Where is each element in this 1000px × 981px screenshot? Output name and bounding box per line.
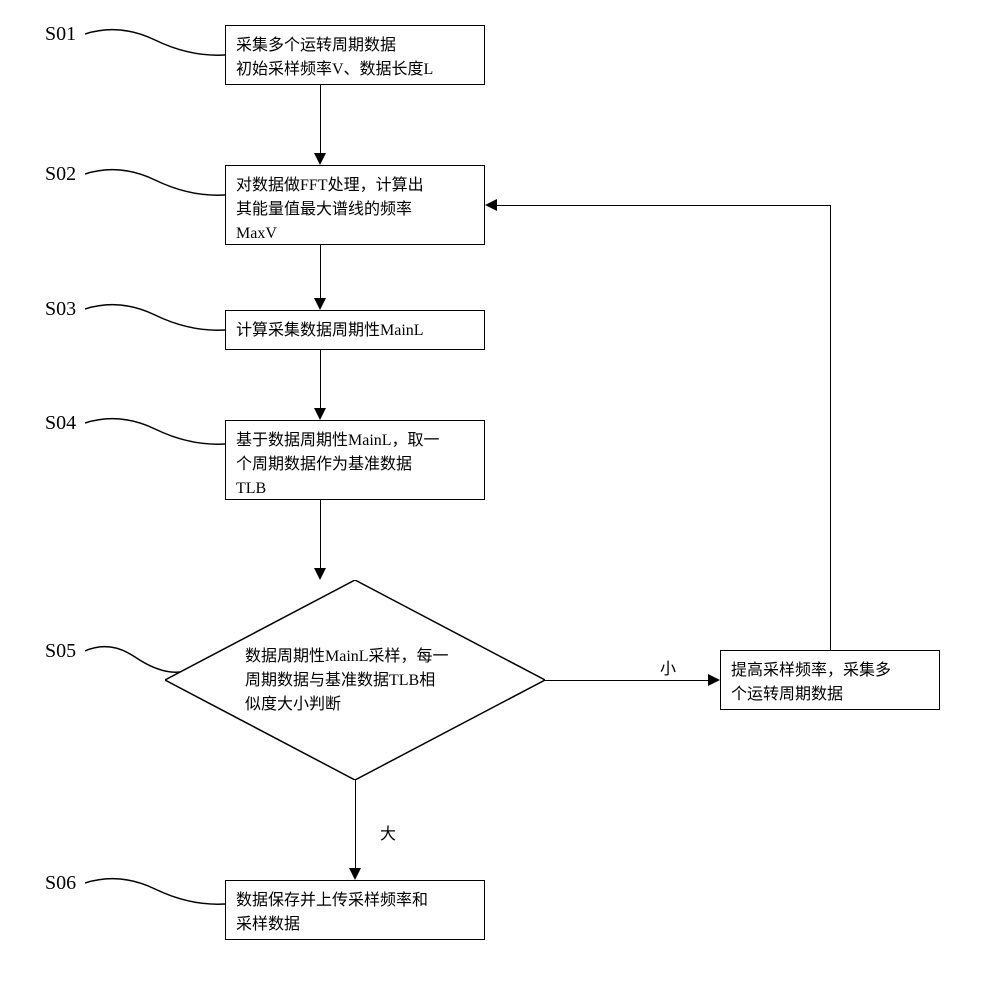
box-s01-line1: 采集多个运转周期数据 [236,34,474,58]
arrowhead-s04-s05 [314,568,326,580]
diamond-s05-line1: 数据周期性MainL采样，每一 [245,645,465,669]
arrowhead-s03-s04 [314,408,326,420]
diamond-s05-text: 数据周期性MainL采样，每一 周期数据与基准数据TLB相 似度大小判断 [245,645,465,717]
diamond-s05-line3: 似度大小判断 [245,693,465,717]
arrow-s03-s04 [320,350,321,408]
curve-s02 [85,168,225,203]
arrow-s04-s05 [320,500,321,568]
box-s04-line1: 基于数据周期性MainL，取一 [236,429,474,453]
step-label-s03: S03 [45,298,76,321]
box-s06-line1: 数据保存并上传采样频率和 [236,889,474,913]
box-feedback: 提高采样频率，采集多 个运转周期数据 [720,650,940,710]
arrow-s01-s02 [320,85,321,153]
box-s01-line2: 初始采样频率V、数据长度L [236,58,474,82]
arrowhead-s02-s03 [314,298,326,310]
box-s01: 采集多个运转周期数据 初始采样频率V、数据长度L [225,25,485,85]
box-s03: 计算采集数据周期性MainL [225,310,485,350]
box-s06-line2: 采样数据 [236,913,474,937]
arrow-s05-feedback [545,680,708,681]
edge-label-small: 小 [660,655,676,679]
diamond-s05-line2: 周期数据与基准数据TLB相 [245,669,465,693]
box-s02-line3: MaxV [236,222,474,246]
box-s02-line1: 对数据做FFT处理，计算出 [236,174,474,198]
arrowhead-s05-feedback [708,674,720,686]
step-label-s01: S01 [45,23,76,46]
arrowhead-feedback-s02 [485,199,497,211]
box-s02: 对数据做FFT处理，计算出 其能量值最大谱线的频率 MaxV [225,165,485,245]
arrow-feedback-up [830,205,831,650]
arrowhead-s01-s02 [314,153,326,165]
edge-label-large: 大 [380,820,396,844]
box-s04-line3: TLB [236,477,474,501]
box-feedback-line2: 个运转周期数据 [731,683,929,707]
box-s04-line2: 个周期数据作为基准数据 [236,453,474,477]
arrow-s02-s03 [320,245,321,298]
box-s02-line2: 其能量值最大谱线的频率 [236,198,474,222]
step-label-s04: S04 [45,412,76,435]
box-s03-line1: 计算采集数据周期性MainL [236,319,474,343]
curve-s03 [85,303,225,338]
arrowhead-s05-s06 [349,868,361,880]
box-feedback-line1: 提高采样频率，采集多 [731,659,929,683]
box-s04: 基于数据周期性MainL，取一 个周期数据作为基准数据 TLB [225,420,485,500]
step-label-s05: S05 [45,640,76,663]
box-s06: 数据保存并上传采样频率和 采样数据 [225,880,485,940]
step-label-s02: S02 [45,163,76,186]
arrow-feedback-to-s02 [497,205,831,206]
arrow-s05-s06 [355,780,356,868]
curve-s01 [85,28,225,63]
step-label-s06: S06 [45,872,76,895]
curve-s04 [85,417,225,452]
curve-s06 [85,877,225,912]
